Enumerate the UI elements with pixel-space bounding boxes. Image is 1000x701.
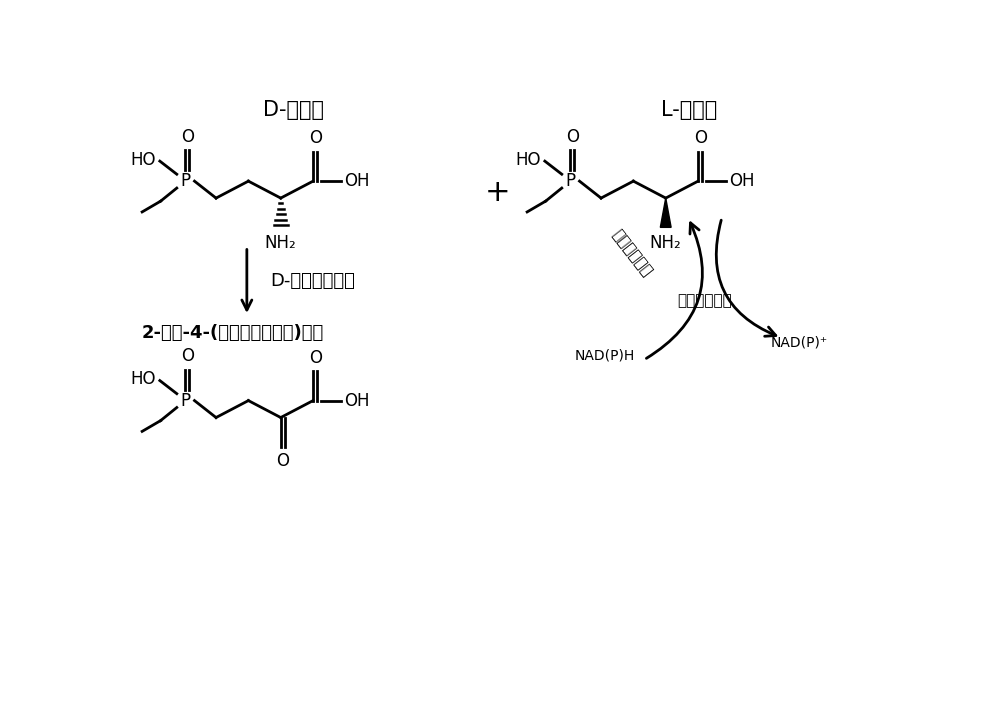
Text: O: O	[277, 452, 290, 470]
Text: NAD(P)H: NAD(P)H	[575, 349, 635, 363]
Text: HO: HO	[130, 370, 156, 388]
Text: HO: HO	[515, 151, 541, 168]
Text: OH: OH	[344, 172, 369, 190]
Text: O: O	[309, 348, 322, 367]
Text: P: P	[565, 172, 575, 190]
Text: 辅酶再生系统: 辅酶再生系统	[678, 293, 732, 308]
Text: P: P	[180, 172, 190, 190]
Polygon shape	[660, 198, 671, 227]
Text: +: +	[484, 178, 510, 207]
Text: O: O	[181, 128, 194, 146]
Text: P: P	[180, 392, 190, 409]
Text: L-草铵膚: L-草铵膚	[661, 100, 718, 120]
Text: 2-窮基-4-(羟基甲基膚酰基)丁酸: 2-窮基-4-(羟基甲基膚酰基)丁酸	[141, 324, 324, 342]
Text: OH: OH	[729, 172, 754, 190]
Text: O: O	[566, 128, 579, 146]
Text: NAD(P)⁺: NAD(P)⁺	[770, 336, 828, 350]
Text: NH₂: NH₂	[650, 233, 682, 252]
Text: OH: OH	[344, 392, 369, 409]
Text: D-草铵膚: D-草铵膚	[263, 100, 324, 120]
FancyArrowPatch shape	[646, 223, 702, 358]
Text: O: O	[694, 129, 707, 147]
Text: HO: HO	[130, 151, 156, 168]
FancyArrowPatch shape	[716, 220, 776, 336]
Text: D-氨基酸氧化酶: D-氨基酸氧化酶	[270, 272, 355, 290]
Text: NH₂: NH₂	[265, 233, 297, 252]
Text: O: O	[309, 129, 322, 147]
Text: O: O	[181, 347, 194, 365]
Text: 氨基酸脱氢酶: 氨基酸脱氢酶	[609, 226, 655, 279]
